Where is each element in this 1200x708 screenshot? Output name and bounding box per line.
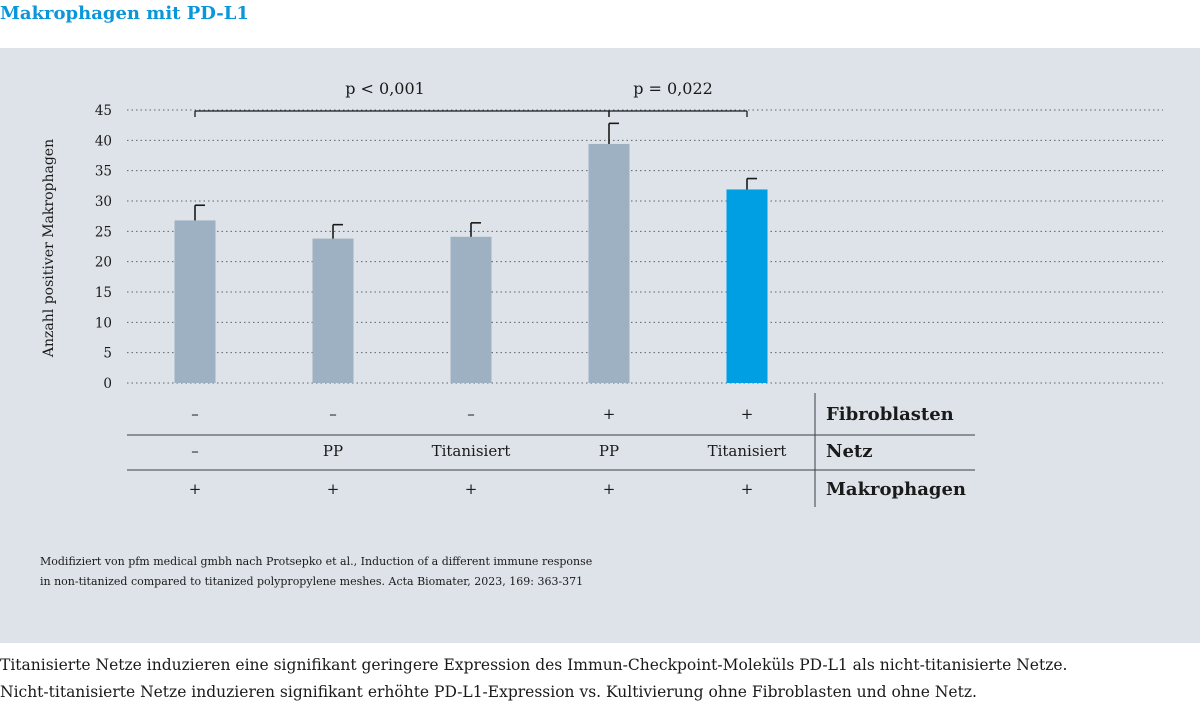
y-tick-label: 0 <box>103 376 112 392</box>
p-value-label: p < 0,001 <box>345 79 425 98</box>
condition-cell: – <box>329 405 337 423</box>
condition-cell: + <box>603 405 616 423</box>
bar <box>450 236 492 383</box>
bar <box>312 238 354 383</box>
y-tick-label: 40 <box>95 133 112 149</box>
condition-cell: – <box>467 405 475 423</box>
y-tick-label: 15 <box>95 285 112 301</box>
condition-cell: + <box>189 480 202 498</box>
significance-brackets: p < 0,001 p = 0,022 <box>194 79 748 117</box>
condition-cell: + <box>465 480 478 498</box>
condition-row-label: Fibroblasten <box>826 404 954 425</box>
condition-cell: Titanisiert <box>708 442 787 460</box>
caption-line-2: Nicht-titanisierte Netze induzieren sign… <box>0 683 977 701</box>
condition-cell: + <box>741 480 754 498</box>
y-tick-label: 25 <box>95 224 112 240</box>
y-tick-label: 30 <box>95 194 112 210</box>
source-note: Modifiziert von pfm medical gmbh nach Pr… <box>40 552 592 592</box>
condition-cell: PP <box>323 442 343 460</box>
condition-row-label: Makrophagen <box>826 479 966 500</box>
condition-cell: Titanisiert <box>432 442 511 460</box>
condition-row-label: Netz <box>826 441 872 462</box>
bar <box>726 189 768 383</box>
bar <box>588 143 630 383</box>
y-axis-ticks: 0 5 10 15 20 25 30 35 40 45 <box>95 103 112 392</box>
source-line-1: Modifiziert von pfm medical gmbh nach Pr… <box>40 555 593 568</box>
bar <box>174 220 216 383</box>
grid-lines <box>127 109 1163 384</box>
source-line-2: in non-titanized compared to titanized p… <box>40 575 584 588</box>
y-axis-label: Anzahl positiver Makrophagen <box>41 139 57 358</box>
condition-table: – – – + + Fibroblasten – PP Titanisiert PP Titanis… <box>127 393 975 507</box>
y-tick-label: 5 <box>103 346 112 362</box>
p-value-label: p = 0,022 <box>633 79 713 98</box>
chart-title: Makrophagen mit PD-L1 <box>0 3 249 24</box>
y-tick-label: 35 <box>95 164 112 180</box>
caption-line-1: Titanisierte Netze induzieren eine signi… <box>0 656 1068 674</box>
y-tick-label: 10 <box>95 315 112 331</box>
bars <box>174 143 768 383</box>
condition-cell: – <box>191 442 199 460</box>
y-tick-label: 20 <box>95 255 112 271</box>
condition-cell: + <box>741 405 754 423</box>
y-tick-label: 45 <box>95 103 112 119</box>
condition-cell: – <box>191 405 199 423</box>
error-bars <box>194 122 757 239</box>
condition-cell: + <box>603 480 616 498</box>
condition-cell: + <box>327 480 340 498</box>
condition-cell: PP <box>599 442 619 460</box>
caption: Titanisierte Netze induzieren eine signi… <box>0 652 1200 706</box>
